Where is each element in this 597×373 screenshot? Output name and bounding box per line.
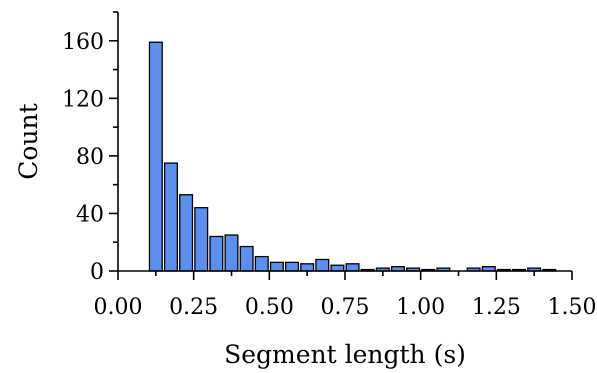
x-axis-title: Segment length (s): [224, 340, 466, 369]
histogram-bar: [269, 261, 284, 272]
histogram-bar: [148, 41, 163, 272]
histogram-bar: [179, 194, 194, 272]
x-tick-label: 1.25: [472, 295, 521, 320]
histogram-bar: [285, 261, 300, 272]
x-tick-label: 0.00: [94, 295, 143, 320]
y-tick-label: 80: [76, 145, 104, 170]
y-tick-label: 160: [62, 30, 104, 55]
bars-group: [148, 41, 557, 272]
histogram-bar: [345, 263, 360, 272]
histogram-bar: [330, 264, 345, 272]
histogram-bar: [300, 263, 315, 272]
histogram-bar: [224, 234, 239, 272]
histogram-bar: [254, 255, 269, 272]
y-tick-label: 0: [90, 260, 104, 285]
x-tick-label: 1.50: [548, 295, 597, 320]
y-axis-title: Count: [14, 103, 43, 179]
x-tick-label: 0.75: [321, 295, 370, 320]
ticks-group: 0.00 0.25 0.50 0.75 1.00 1.25 1.50 0 40 80 120 160: [62, 11, 597, 320]
x-tick-label: 0.50: [245, 295, 294, 320]
histogram-bar: [209, 235, 224, 272]
y-tick-label: 40: [76, 202, 104, 227]
histogram-bar: [315, 258, 330, 272]
histogram-bar: [163, 162, 178, 272]
x-tick-label: 0.25: [169, 295, 218, 320]
x-tick-label: 1.00: [396, 295, 445, 320]
histogram-bar: [239, 245, 254, 272]
histogram-bar: [194, 207, 209, 272]
y-tick-label: 120: [62, 87, 104, 112]
